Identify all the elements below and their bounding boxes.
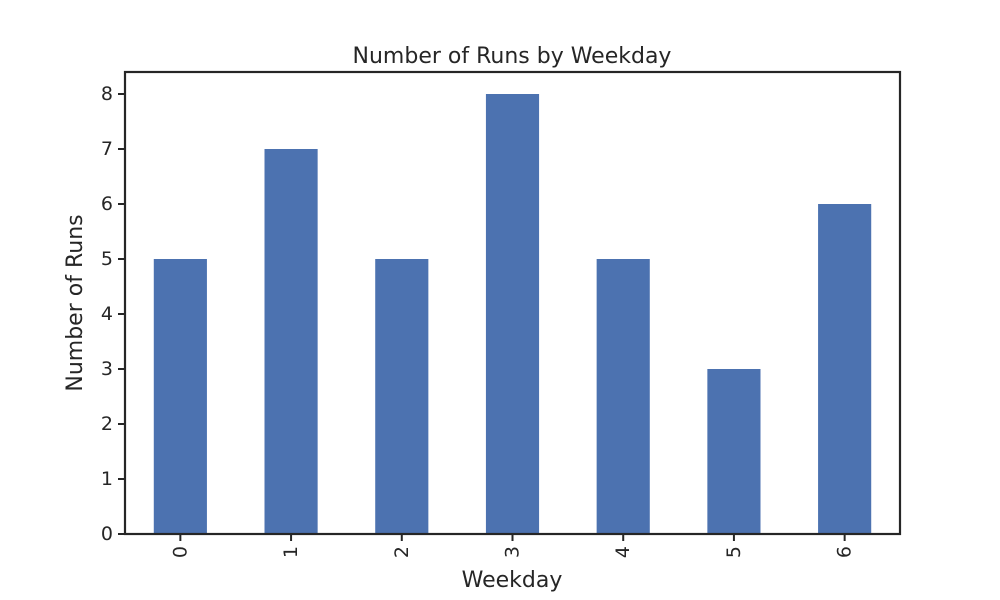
- bars-group: [153, 94, 872, 534]
- x-tick-label: 0: [169, 546, 191, 558]
- x-tick-label: 1: [280, 546, 302, 558]
- y-tick-label: 3: [101, 358, 113, 380]
- y-tick-label: 4: [101, 303, 113, 325]
- y-tick-label: 7: [101, 138, 113, 160]
- x-tick-label: 3: [502, 546, 524, 558]
- y-tick-label: 0: [101, 523, 113, 545]
- bar-3: [485, 94, 540, 534]
- plot-frame: [123, 70, 902, 536]
- bar-1: [264, 149, 318, 534]
- x-tick-label: 4: [612, 546, 634, 558]
- chart-title: Number of Runs by Weekday: [353, 44, 672, 69]
- y-axis: 0 1 2 3 4 5 6 7 8: [101, 83, 125, 545]
- x-axis: 0 1 2 3 4 5 6: [169, 534, 856, 558]
- bar-2: [375, 259, 429, 534]
- x-tick-label: 2: [391, 546, 413, 558]
- y-tick-label: 5: [101, 248, 113, 270]
- x-tick-label: 5: [723, 546, 745, 558]
- y-tick-label: 6: [101, 193, 113, 215]
- bar-5: [707, 369, 761, 534]
- y-axis-label: Number of Runs: [63, 214, 88, 391]
- y-tick-label: 8: [101, 83, 113, 105]
- y-tick-label: 2: [101, 413, 113, 435]
- bar-0: [153, 259, 207, 534]
- bar-4: [596, 259, 650, 534]
- y-tick-label: 1: [101, 468, 113, 490]
- x-tick-label: 6: [834, 546, 856, 558]
- bar-6: [818, 204, 872, 534]
- x-axis-label: Weekday: [462, 568, 563, 593]
